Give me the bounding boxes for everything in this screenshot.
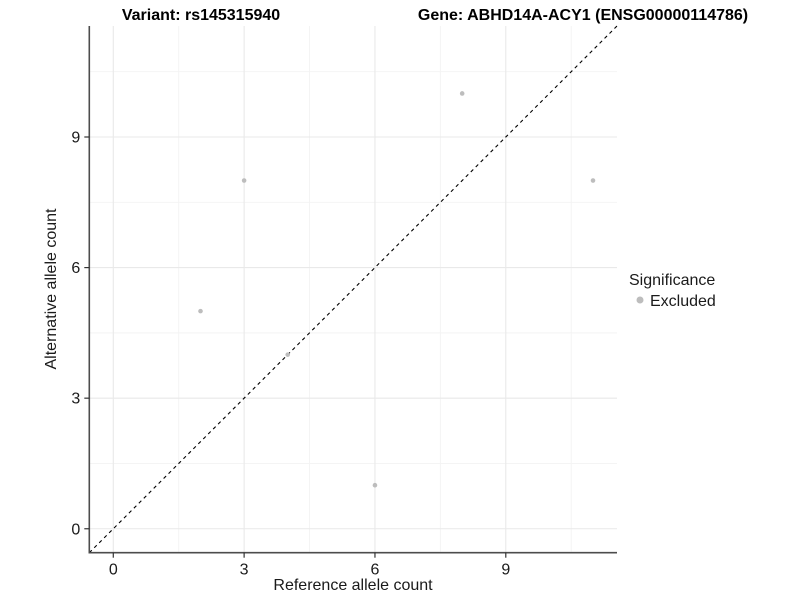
data-point xyxy=(590,178,596,183)
tick-labels-layer: 0 3 6 9 0 3 6 9 xyxy=(71,129,510,578)
data-point xyxy=(372,482,378,488)
y-tick-label: 3 xyxy=(71,391,80,408)
y-tick-label: 9 xyxy=(71,129,80,146)
legend-key-dot-icon xyxy=(636,296,644,304)
x-tick-label: 9 xyxy=(501,562,510,579)
x-tick-label: 3 xyxy=(240,562,249,579)
y-axis-title: Alternative allele count xyxy=(43,208,60,370)
legend-item-label: Excluded xyxy=(650,293,716,310)
identity-line xyxy=(88,25,618,554)
y-tick-label: 0 xyxy=(71,521,80,538)
data-point xyxy=(459,91,465,96)
data-point xyxy=(285,352,291,357)
x-axis-title: Reference allele count xyxy=(273,577,433,594)
data-points-layer xyxy=(198,91,596,488)
axes-layer xyxy=(84,26,617,558)
data-point xyxy=(241,178,247,183)
plot-title-variant: Variant: rs145315940 xyxy=(122,7,280,24)
plot-title-gene: Gene: ABHD14A-ACY1 (ENSG00000114786) xyxy=(418,7,748,24)
data-point xyxy=(198,308,203,314)
legend-title: Significance xyxy=(629,272,715,289)
gridlines-layer xyxy=(89,26,617,553)
y-tick-label: 6 xyxy=(71,260,80,277)
identity-line-layer xyxy=(88,25,618,554)
x-tick-label: 6 xyxy=(371,562,380,579)
legend: Significance Excluded xyxy=(629,272,716,310)
x-tick-label: 0 xyxy=(109,562,118,579)
